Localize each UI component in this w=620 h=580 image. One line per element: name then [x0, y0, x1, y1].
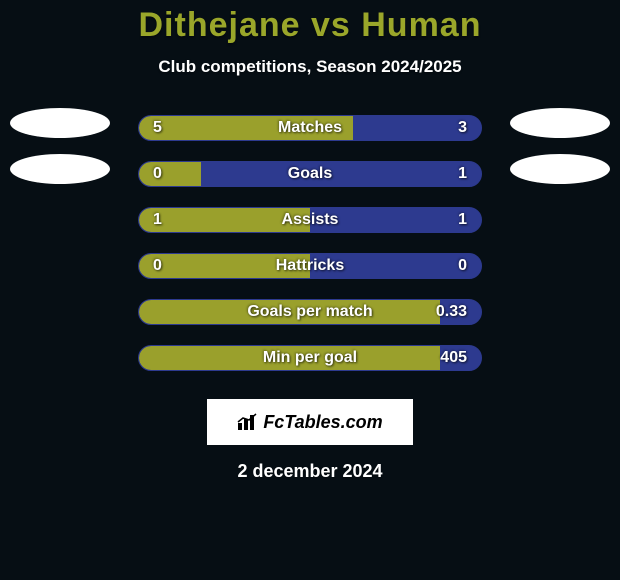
stat-row: 01Goals: [0, 151, 620, 197]
stat-row: 00Hattricks: [0, 243, 620, 289]
chart-icon: [237, 413, 259, 431]
page-title: Dithejane vs Human: [0, 0, 620, 45]
stat-label: Hattricks: [139, 257, 481, 275]
player-left-ellipse: [10, 154, 110, 184]
comparison-infographic: Dithejane vs Human Club competitions, Se…: [0, 0, 620, 580]
stat-bar: 11Assists: [138, 207, 482, 233]
stat-label: Min per goal: [139, 349, 481, 367]
stat-row: 53Matches: [0, 105, 620, 151]
stat-bar: 405Min per goal: [138, 345, 482, 371]
stat-row: 405Min per goal: [0, 335, 620, 381]
player-right-ellipse: [510, 108, 610, 138]
stat-row: 0.33Goals per match: [0, 289, 620, 335]
brand-text: FcTables.com: [263, 412, 382, 433]
date-label: 2 december 2024: [0, 461, 620, 482]
stat-bar: 0.33Goals per match: [138, 299, 482, 325]
stats-chart: 53Matches 01Goals 11Assists 00Hattricks 0.33…: [0, 105, 620, 381]
stat-bar: 53Matches: [138, 115, 482, 141]
stat-bar: 01Goals: [138, 161, 482, 187]
stat-label: Goals: [139, 165, 481, 183]
stat-label: Goals per match: [139, 303, 481, 321]
stat-bar: 00Hattricks: [138, 253, 482, 279]
player-right-ellipse: [510, 154, 610, 184]
stat-label: Matches: [139, 119, 481, 137]
stat-label: Assists: [139, 211, 481, 229]
player-left-ellipse: [10, 108, 110, 138]
subtitle: Club competitions, Season 2024/2025: [0, 57, 620, 77]
brand-badge: FcTables.com: [207, 399, 413, 445]
stat-row: 11Assists: [0, 197, 620, 243]
